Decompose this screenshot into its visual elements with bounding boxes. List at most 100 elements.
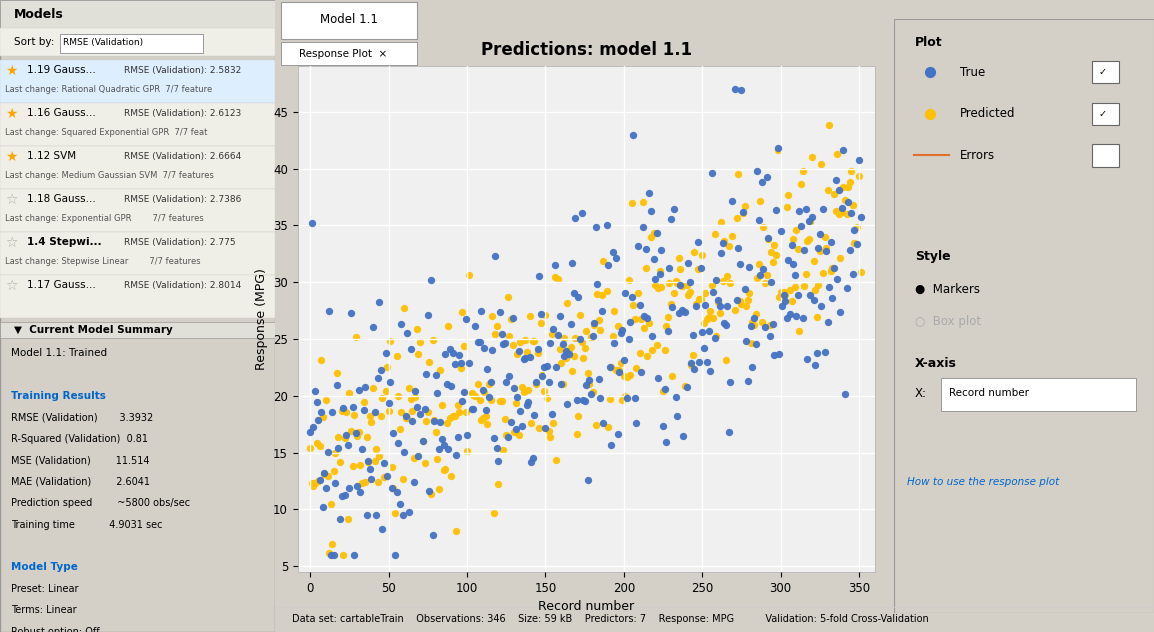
Text: Preset: Linear: Preset: Linear: [12, 584, 78, 594]
Point: [782, 240, 801, 250]
Point: [647, 340, 666, 350]
Point: [661, 299, 680, 309]
Point: [580, 375, 599, 385]
Point: [429, 444, 448, 454]
Point: [367, 510, 385, 520]
Point: [795, 245, 814, 255]
Point: [749, 216, 767, 226]
Point: [471, 337, 489, 347]
Point: [510, 430, 529, 440]
Bar: [0, 232, 275, 275]
Bar: [0, 189, 275, 232]
Point: [469, 379, 487, 389]
Point: [769, 143, 787, 154]
Point: [554, 379, 572, 389]
Point: [407, 402, 426, 412]
Point: [744, 320, 763, 331]
Point: [517, 347, 535, 357]
Point: [447, 526, 465, 537]
Point: [735, 284, 754, 295]
Point: [800, 216, 818, 226]
Point: [639, 319, 658, 329]
Bar: [0, 0, 275, 28]
Y-axis label: Response (MPG): Response (MPG): [255, 268, 268, 370]
Point: [827, 274, 846, 284]
Point: [421, 489, 440, 499]
Point: [302, 478, 321, 488]
Point: [793, 313, 811, 323]
Point: [712, 248, 730, 258]
Point: [848, 239, 867, 249]
Text: Training Results: Training Results: [12, 391, 106, 401]
Text: ★: ★: [6, 150, 18, 164]
Point: [740, 288, 758, 298]
Point: [838, 283, 856, 293]
Point: [599, 422, 617, 432]
Point: [577, 380, 595, 391]
Point: [306, 478, 324, 488]
Point: [627, 363, 645, 373]
Point: [796, 269, 815, 279]
Point: [301, 427, 320, 437]
Point: [529, 348, 547, 358]
Point: [823, 293, 841, 303]
Point: [463, 388, 481, 398]
Point: [373, 523, 391, 533]
Point: [442, 380, 460, 391]
Point: [621, 317, 639, 327]
Point: [500, 331, 518, 341]
Text: RMSE (Validation): 2.5832: RMSE (Validation): 2.5832: [123, 66, 241, 75]
Point: [764, 257, 782, 267]
Point: [572, 208, 591, 218]
Point: [848, 222, 867, 232]
Point: [831, 307, 849, 317]
Point: [805, 360, 824, 370]
Point: [385, 550, 404, 560]
Point: [565, 333, 584, 343]
Point: [532, 308, 550, 319]
Point: [721, 377, 740, 387]
Point: [405, 477, 424, 487]
Point: [799, 236, 817, 246]
Point: [682, 360, 700, 370]
Point: [602, 362, 621, 372]
Point: [652, 282, 670, 292]
Point: [364, 322, 382, 332]
Text: ▼  Current Model Summary: ▼ Current Model Summary: [14, 325, 172, 335]
Point: [336, 490, 354, 500]
Bar: [0, 275, 275, 318]
Point: [718, 301, 736, 311]
Point: [637, 244, 655, 254]
Point: [818, 185, 837, 195]
Point: [751, 196, 770, 206]
Point: [844, 200, 862, 210]
Point: [585, 320, 604, 331]
Point: [398, 328, 417, 338]
Point: [607, 253, 625, 263]
Point: [722, 197, 741, 207]
Point: [638, 313, 657, 323]
Point: [842, 209, 861, 219]
Point: [808, 312, 826, 322]
Point: [852, 267, 870, 277]
Point: [441, 344, 459, 354]
Point: [323, 539, 342, 549]
Point: [759, 233, 778, 243]
Point: [818, 317, 837, 327]
Text: X:: X:: [915, 387, 927, 399]
Point: [307, 397, 325, 407]
Point: [835, 195, 854, 205]
Point: [398, 413, 417, 423]
Point: [489, 479, 508, 489]
Point: [744, 313, 763, 323]
Point: [574, 395, 592, 405]
Point: [316, 483, 335, 493]
Point: [472, 415, 490, 425]
Text: MAE (Validation)        2.6041: MAE (Validation) 2.6041: [12, 477, 150, 487]
Point: [852, 212, 870, 222]
Point: [621, 370, 639, 380]
Point: [389, 391, 407, 401]
Point: [359, 458, 377, 468]
Point: [651, 265, 669, 276]
Point: [327, 478, 345, 488]
